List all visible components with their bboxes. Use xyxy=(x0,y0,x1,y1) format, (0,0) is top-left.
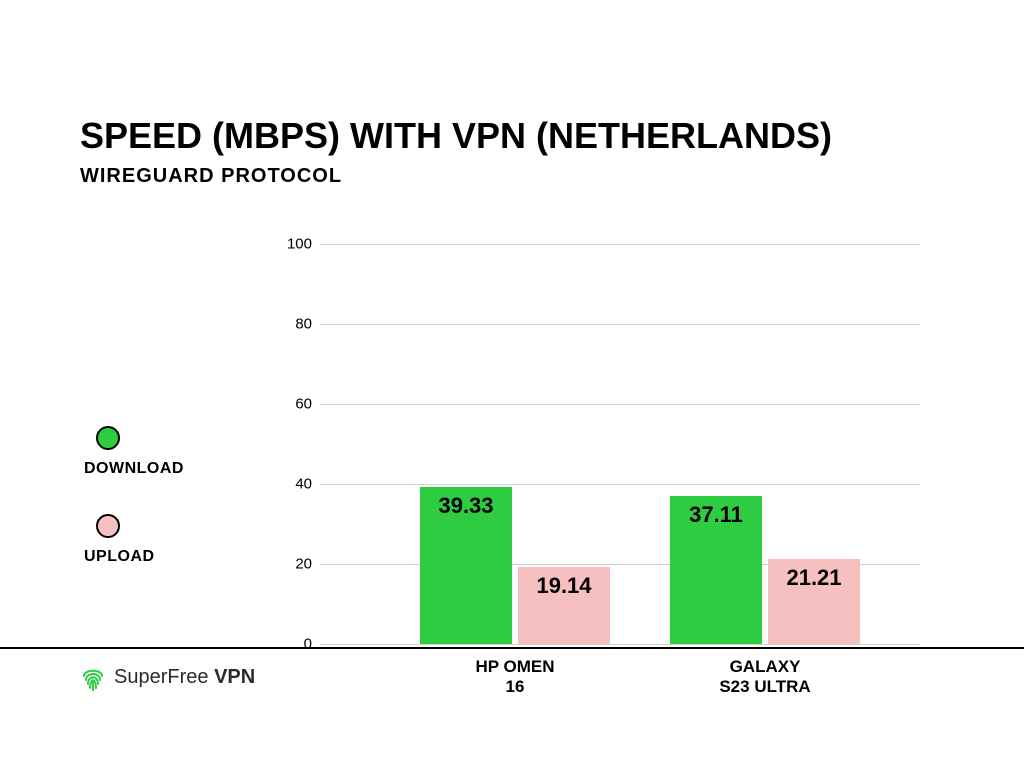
gridline xyxy=(320,404,920,405)
category-label-1-line1: GALAXY xyxy=(730,657,801,676)
gridline xyxy=(320,484,920,485)
bar-value-label: 39.33 xyxy=(420,493,512,519)
x-axis-baseline xyxy=(0,647,1024,649)
legend-upload-swatch xyxy=(96,514,120,538)
y-tick-label: 80 xyxy=(295,316,312,333)
category-label-0-line1: HP OMEN xyxy=(475,657,554,676)
gridline xyxy=(320,244,920,245)
y-tick-label: 40 xyxy=(295,476,312,493)
category-label-1: GALAXY S23 ULTRA xyxy=(670,657,860,696)
y-tick-label: 60 xyxy=(295,396,312,413)
bar-download: 39.33 xyxy=(420,487,512,644)
chart-subtitle: WIREGUARD PROTOCOL xyxy=(80,165,342,188)
legend-download-swatch xyxy=(96,426,120,450)
fingerprint-icon xyxy=(80,662,106,692)
brand-name-part1: SuperFree xyxy=(114,666,214,688)
bar-value-label: 21.21 xyxy=(768,565,860,591)
y-tick-label: 0 xyxy=(304,636,312,653)
bar-upload: 21.21 xyxy=(768,559,860,644)
category-label-0: HP OMEN 16 xyxy=(420,657,610,696)
bar-download: 37.11 xyxy=(670,496,762,644)
bar-value-label: 37.11 xyxy=(670,502,762,528)
brand-text: SuperFree VPN xyxy=(114,666,255,689)
y-tick-label: 20 xyxy=(295,556,312,573)
gridline xyxy=(320,644,920,645)
bar-value-label: 19.14 xyxy=(518,573,610,599)
chart-title: SPEED (MBPS) WITH VPN (NETHERLANDS) xyxy=(80,115,832,157)
category-label-0-line2: 16 xyxy=(506,677,525,696)
bar-upload: 19.14 xyxy=(518,567,610,644)
y-tick-label: 100 xyxy=(287,236,312,253)
brand-logo: SuperFree VPN xyxy=(80,662,255,692)
legend-upload-label: UPLOAD xyxy=(84,548,155,566)
legend-download-label: DOWNLOAD xyxy=(84,460,184,478)
gridline xyxy=(320,324,920,325)
bar-chart: 02040608010039.3319.1437.1121.21 xyxy=(320,244,920,644)
brand-name-part2: VPN xyxy=(214,666,255,688)
category-label-1-line2: S23 ULTRA xyxy=(719,677,810,696)
